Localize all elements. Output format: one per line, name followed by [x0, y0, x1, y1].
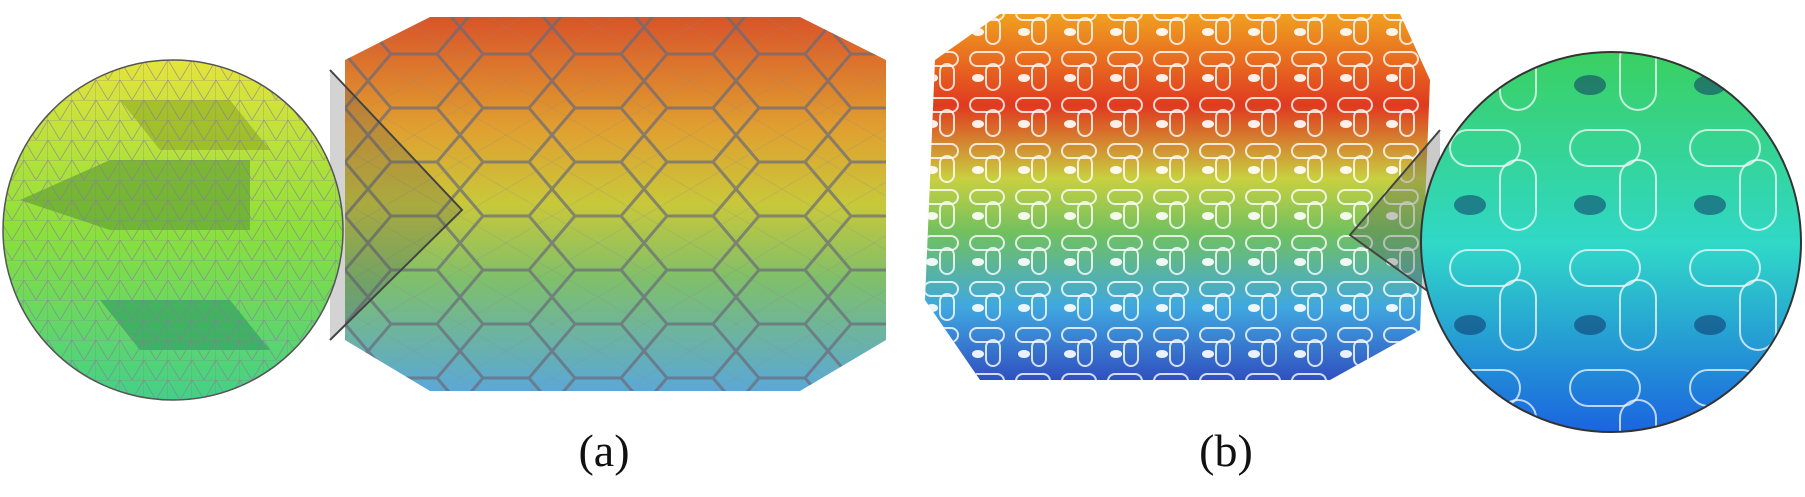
zoom-outline — [1420, 51, 1802, 433]
hex-cells — [345, 17, 886, 391]
tube-rings — [925, 14, 1430, 380]
zoom-outline — [2, 59, 344, 401]
panel-b: (b) — [925, 14, 1802, 476]
zoom-circle-a — [3, 60, 343, 400]
caption-a: (a) — [578, 425, 629, 476]
caption-b: (b) — [1199, 425, 1253, 476]
zoom-wedge — [1348, 129, 1441, 301]
zoom-wedge — [329, 69, 464, 341]
panel-a: (a) — [2, 17, 886, 476]
zoom-circle-b — [1421, 52, 1801, 432]
